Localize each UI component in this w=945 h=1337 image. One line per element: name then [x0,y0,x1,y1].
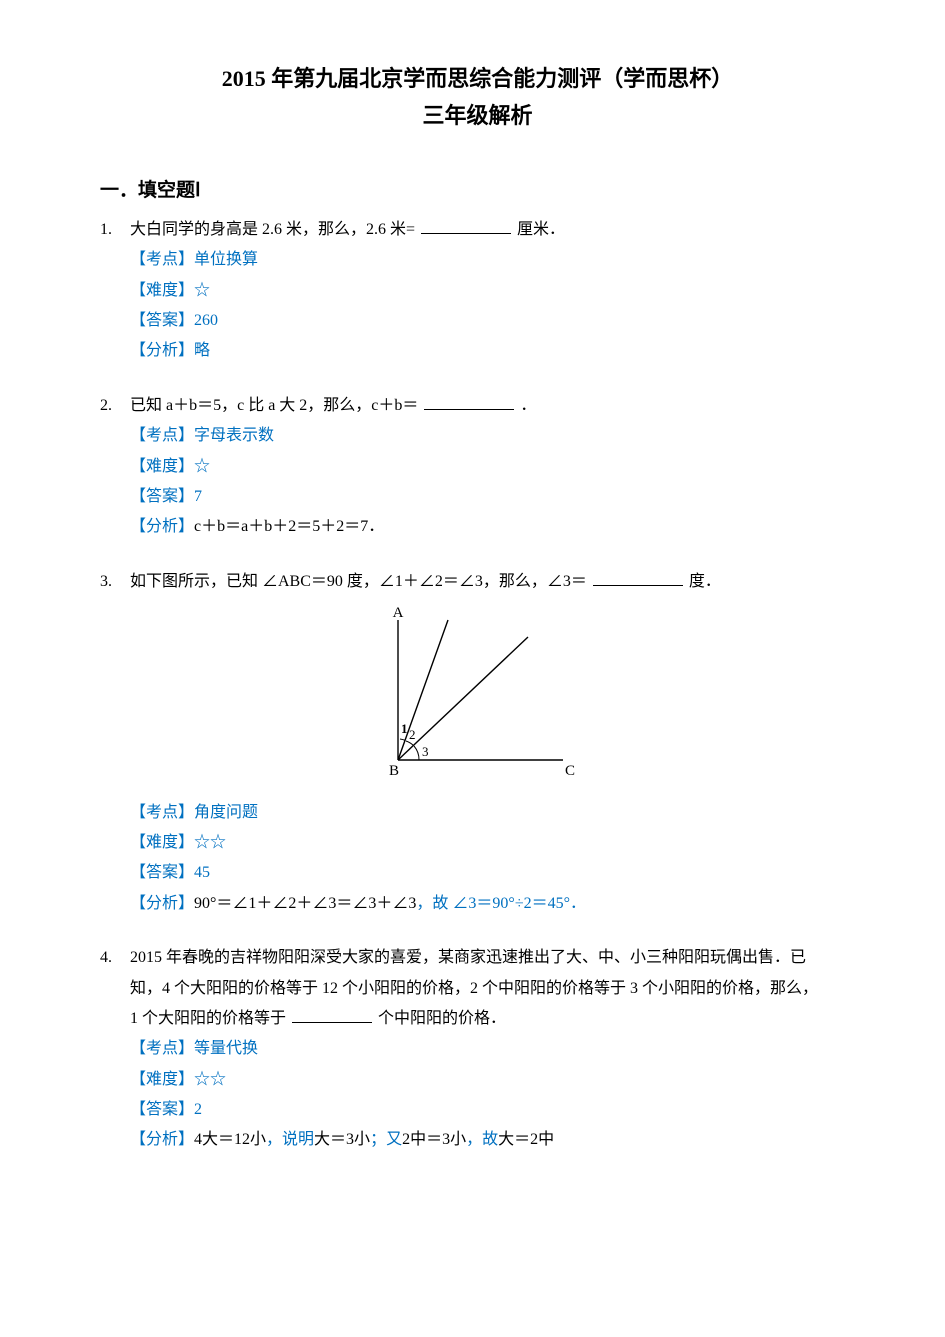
q2-answer-val: 7 [194,488,202,505]
angle-diagram-icon: A B C 1 2 3 [348,605,608,780]
q1-number: 1. [100,215,130,245]
q2-body: 已知 a＋b＝5，c 比 a 大 2，那么，c＋b＝ ． [130,391,855,421]
q2-difficulty: 【难度】☆ [100,452,855,482]
answer-label: 【答案】 [130,1101,194,1118]
title-line-2: 三年级解析 [100,97,855,134]
q2-analysis: 【分析】c＋b＝a＋b＋2＝5＋2＝7． [100,512,855,542]
title-line-1: 2015 年第九届北京学而思综合能力测评（学而思杯） [100,60,855,97]
q1-difficulty-val: ☆ [194,282,210,299]
q2-number: 2. [100,391,130,421]
question-4: 4. 2015 年春晚的吉祥物阳阳深受大家的喜爱，某商家迅速推出了大、中、小三种… [100,943,855,1156]
q1-analysis: 【分析】略 [100,336,855,366]
q1-topic-val: 单位换算 [194,251,258,268]
q1-answer-val: 260 [194,312,218,329]
answer-label: 【答案】 [130,312,194,329]
q4-a-b3: 2中＝3小 [402,1131,466,1148]
question-2: 2. 已知 a＋b＝5，c 比 a 大 2，那么，c＋b＝ ． 【考点】字母表示… [100,391,855,543]
q4-topic: 【考点】等量代换 [100,1034,855,1064]
q4-answer: 【答案】2 [100,1095,855,1125]
q4-line3-after: 个中阳阳的价格． [378,1010,506,1027]
difficulty-label: 【难度】 [130,282,194,299]
q4-blank [292,1007,372,1023]
q2-text-after: ． [520,397,536,414]
q2-blank [424,394,514,410]
q3-answer: 【答案】45 [100,858,855,888]
q1-topic: 【考点】单位换算 [100,245,855,275]
section-heading: 一．填空题Ⅰ [100,173,855,209]
q2-analysis-val: c＋b＝a＋b＋2＝5＋2＝7． [194,518,384,535]
analysis-label: 【分析】 [130,342,194,359]
analysis-label: 【分析】 [130,518,194,535]
q2-prompt: 2. 已知 a＋b＝5，c 比 a 大 2，那么，c＋b＝ ． [100,391,855,421]
difficulty-label: 【难度】 [130,834,194,851]
q4-line1: 2015 年春晚的吉祥物阳阳深受大家的喜爱，某商家迅速推出了大、中、小三种阳阳玩… [130,943,855,973]
q3-topic: 【考点】角度问题 [100,798,855,828]
q3-text-after: 度． [689,573,721,590]
topic-label: 【考点】 [130,1040,194,1057]
label-angle-1: 1 [401,721,408,736]
q3-prompt: 3. 如下图所示，已知 ∠ABC＝90 度，∠1＋∠2＝∠3，那么，∠3＝ 度． [100,567,855,597]
q3-answer-val: 45 [194,864,210,881]
q4-a-b4: 大＝2中 [498,1131,554,1148]
label-angle-2: 2 [409,727,416,742]
q3-body: 如下图所示，已知 ∠ABC＝90 度，∠1＋∠2＝∠3，那么，∠3＝ 度． [130,567,855,597]
question-3: 3. 如下图所示，已知 ∠ABC＝90 度，∠1＋∠2＝∠3，那么，∠3＝ 度．… [100,567,855,919]
q4-a-u2: ；又 [370,1131,402,1148]
q3-figure: A B C 1 2 3 [100,605,855,791]
q3-number: 3. [100,567,130,597]
difficulty-label: 【难度】 [130,1071,194,1088]
q4-answer-val: 2 [194,1101,202,1118]
q3-analysis: 【分析】90°＝∠1＋∠2＋∠3＝∠3＋∠3，故 ∠3＝90°÷2＝45°． [100,889,855,919]
q4-line3-before: 1 个大阳阳的价格等于 [130,1010,286,1027]
answer-label: 【答案】 [130,488,194,505]
q3-topic-val: 角度问题 [194,804,258,821]
q2-topic: 【考点】字母表示数 [100,421,855,451]
q4-line3: 1 个大阳阳的价格等于 个中阳阳的价格． [100,1004,855,1034]
q3-analysis-black: 90°＝∠1＋∠2＋∠3＝∠3＋∠3 [194,895,416,912]
q1-analysis-val: 略 [194,342,210,359]
analysis-label: 【分析】 [130,895,194,912]
question-1: 1. 大白同学的身高是 2.6 米，那么，2.6 米= 厘米． 【考点】单位换算… [100,215,855,367]
q4-a-u1: ，说明 [266,1131,314,1148]
q4-prompt-l1: 4. 2015 年春晚的吉祥物阳阳深受大家的喜爱，某商家迅速推出了大、中、小三种… [100,943,855,973]
q1-body: 大白同学的身高是 2.6 米，那么，2.6 米= 厘米． [130,215,855,245]
q2-difficulty-val: ☆ [194,458,210,475]
q4-a-u3: ，故 [466,1131,498,1148]
q3-analysis-blue: ，故 ∠3＝90°÷2＝45°． [416,895,586,912]
label-B: B [388,763,398,779]
q4-difficulty: 【难度】☆☆ [100,1065,855,1095]
q4-a-b2: 大＝3小 [314,1131,370,1148]
q3-difficulty: 【难度】☆☆ [100,828,855,858]
topic-label: 【考点】 [130,427,194,444]
q4-topic-val: 等量代换 [194,1040,258,1057]
analysis-label: 【分析】 [130,1131,194,1148]
topic-label: 【考点】 [130,251,194,268]
q1-answer: 【答案】260 [100,306,855,336]
title-block: 2015 年第九届北京学而思综合能力测评（学而思杯） 三年级解析 [100,60,855,135]
q1-prompt: 1. 大白同学的身高是 2.6 米，那么，2.6 米= 厘米． [100,215,855,245]
q4-number: 4. [100,943,130,973]
q3-text-before: 如下图所示，已知 ∠ABC＝90 度，∠1＋∠2＝∠3，那么，∠3＝ [130,573,587,590]
q1-blank [421,218,511,234]
q2-topic-val: 字母表示数 [194,427,274,444]
answer-label: 【答案】 [130,864,194,881]
q4-line2: 知，4 个大阳阳的价格等于 12 个小阳阳的价格，2 个中阳阳的价格等于 3 个… [100,974,855,1004]
q2-text-before: 已知 a＋b＝5，c 比 a 大 2，那么，c＋b＝ [130,397,418,414]
q4-analysis: 【分析】4大＝12小，说明大＝3小；又2中＝3小，故大＝2中 [100,1125,855,1155]
difficulty-label: 【难度】 [130,458,194,475]
label-angle-3: 3 [422,744,429,759]
q1-text-before: 大白同学的身高是 2.6 米，那么，2.6 米= [130,221,415,238]
q1-difficulty: 【难度】☆ [100,276,855,306]
label-A: A [392,605,403,621]
q3-difficulty-val: ☆☆ [194,834,226,851]
q1-text-after: 厘米． [517,221,565,238]
q4-difficulty-val: ☆☆ [194,1071,226,1088]
q2-answer: 【答案】7 [100,482,855,512]
topic-label: 【考点】 [130,804,194,821]
q3-blank [593,570,683,586]
q4-a-b1: 4大＝12小 [194,1131,266,1148]
label-C: C [565,763,575,779]
